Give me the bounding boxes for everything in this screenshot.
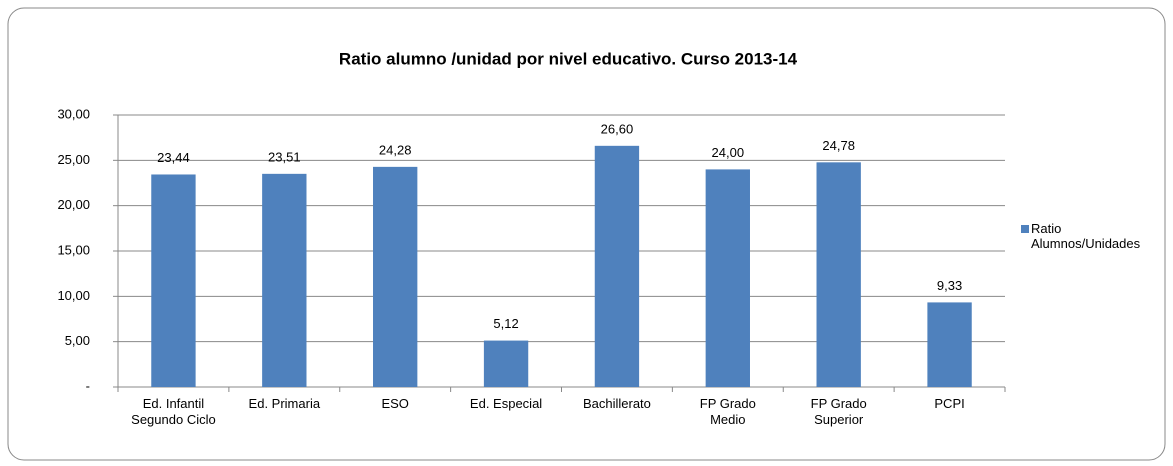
- data-label: 9,33: [937, 278, 962, 293]
- y-tick-label: 30,00: [57, 106, 90, 121]
- x-tick-label: Ed. Infantil Segundo Ciclo: [131, 396, 216, 427]
- x-tick-label: Bachillerato: [582, 396, 651, 411]
- x-tick-label: Ed. Primaria: [248, 396, 321, 411]
- y-tick-label: -: [86, 378, 90, 393]
- data-label: 24,78: [822, 138, 855, 153]
- data-label: 23,44: [157, 150, 190, 165]
- bar: [262, 173, 307, 387]
- bar: [594, 145, 640, 387]
- x-tick-label: ESO: [381, 396, 409, 411]
- x-tick-label: FP Grado Superior: [810, 396, 867, 427]
- y-tick-label: 25,00: [57, 152, 90, 167]
- bar: [927, 302, 972, 387]
- data-label: 24,00: [712, 145, 745, 160]
- x-tick-label: FP Grado Medio: [699, 396, 756, 427]
- bar: [705, 169, 750, 387]
- data-label: 26,60: [601, 121, 634, 136]
- x-tick-label: Ed. Especial: [469, 396, 543, 411]
- y-tick-label: 15,00: [57, 242, 90, 257]
- bar: [151, 174, 196, 387]
- data-label: 5,12: [493, 316, 518, 331]
- x-tick-label: PCPI: [934, 396, 965, 411]
- data-label: 24,28: [379, 142, 412, 157]
- legend-swatch: [1021, 225, 1029, 233]
- y-tick-label: 5,00: [65, 333, 90, 348]
- y-tick-label: 20,00: [57, 197, 90, 212]
- chart-title: Ratio alumno /unidad por nivel educativo…: [339, 49, 798, 68]
- data-label: 23,51: [268, 149, 301, 164]
- y-tick-label: 10,00: [57, 288, 90, 303]
- bar: [816, 162, 861, 387]
- bar: [483, 340, 529, 387]
- legend-label: Ratio Alumnos/Unidades: [1031, 221, 1141, 251]
- bar: [373, 166, 418, 387]
